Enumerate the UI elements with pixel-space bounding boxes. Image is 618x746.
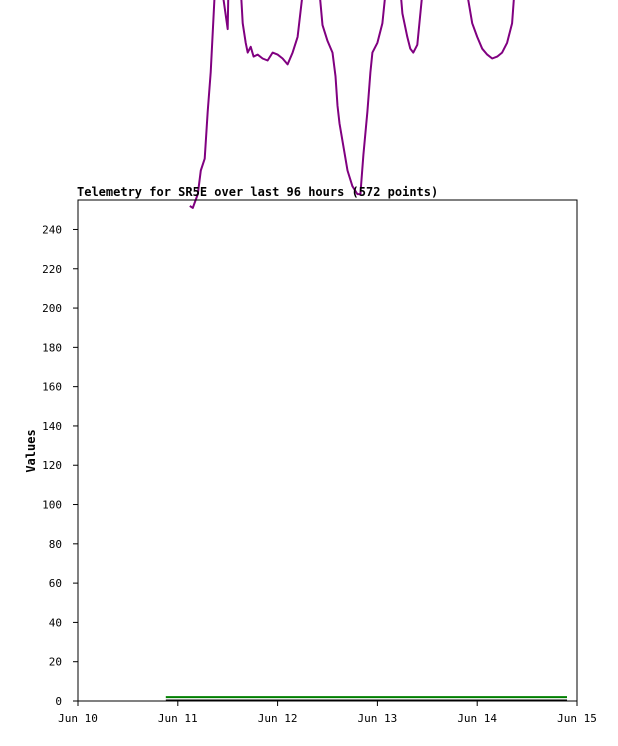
y-tick-label: 20 [49,656,62,669]
y-tick-label: 80 [49,538,62,551]
y-tick-label: 240 [42,223,62,236]
plot-frame [77,199,578,702]
y-tick-label: 140 [42,420,62,433]
y-tick-label: 40 [49,616,62,629]
x-tick-label: Jun 12 [258,712,298,725]
y-axis-ticks: 0 20 40 60 80 100 120 140 160 180 200 220 240 [42,223,78,708]
x-axis-ticks: Jun 10 Jun 11 Jun 12 Jun 13 Jun 14 Jun 15 [58,701,597,725]
x-tick-label: Jun 14 [457,712,497,725]
x-tick-label: Jun 11 [158,712,198,725]
y-tick-label: 160 [42,381,62,394]
y-tick-label: 220 [42,263,62,276]
y-tick-label: 0 [55,695,62,708]
series-layer [165,0,568,701]
y-axis-label: Values [24,429,38,472]
x-tick-label: Jun 10 [58,712,98,725]
y-tick-label: 200 [42,302,62,315]
y-tick-label: 120 [42,459,62,472]
y-tick-label: 180 [42,341,62,354]
chart-title: Telemetry for SR5E over last 96 hours (5… [77,185,438,199]
y-tick-label: 100 [42,499,62,512]
series-line-0 [189,0,515,209]
x-tick-label: Jun 15 [557,712,597,725]
y-tick-label: 60 [49,577,62,590]
x-tick-label: Jun 13 [358,712,398,725]
